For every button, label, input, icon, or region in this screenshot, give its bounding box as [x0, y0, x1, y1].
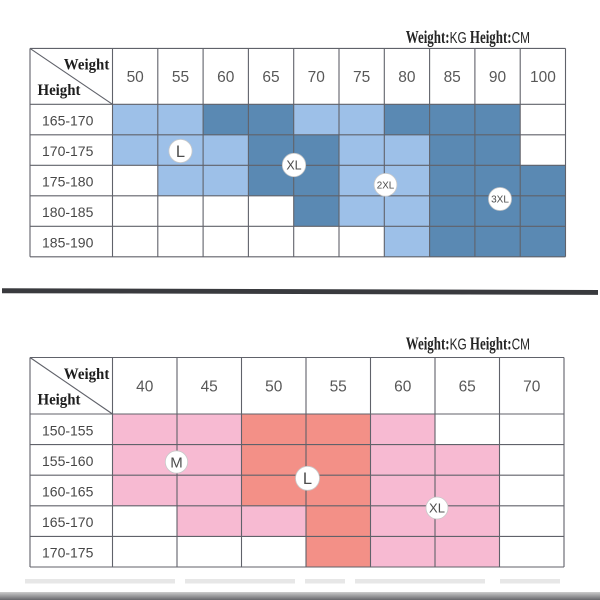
svg-text:60: 60: [394, 378, 412, 395]
svg-text:55: 55: [330, 378, 347, 395]
svg-text:90: 90: [489, 69, 507, 86]
svg-text:L: L: [303, 470, 312, 488]
svg-text:65: 65: [459, 378, 476, 395]
svg-text:50: 50: [127, 69, 145, 86]
svg-text:85: 85: [444, 69, 461, 86]
svg-text:Weight: Weight: [64, 56, 110, 74]
svg-text:65: 65: [262, 69, 279, 86]
svg-text:70: 70: [523, 378, 541, 395]
svg-text:185-190: 185-190: [42, 235, 94, 251]
svg-text:Weight:KG Height:CM: Weight:KG Height:CM: [406, 335, 530, 354]
svg-text:70: 70: [308, 69, 326, 86]
svg-text:160-165: 160-165: [42, 484, 94, 500]
svg-text:45: 45: [201, 378, 218, 395]
svg-text:175-180: 175-180: [42, 174, 94, 190]
svg-text:2XL: 2XL: [377, 180, 395, 191]
svg-text:50: 50: [265, 378, 283, 395]
svg-text:80: 80: [398, 69, 416, 86]
svg-text:170-175: 170-175: [42, 545, 94, 561]
svg-text:75: 75: [353, 69, 370, 86]
svg-text:180-185: 180-185: [42, 204, 94, 220]
svg-text:100: 100: [530, 69, 556, 86]
svg-text:170-175: 170-175: [42, 143, 94, 159]
svg-text:165-170: 165-170: [42, 113, 94, 129]
svg-text:XL: XL: [429, 501, 445, 516]
svg-text:XL: XL: [286, 159, 301, 173]
svg-text:Weight:KG Height:CM: Weight:KG Height:CM: [406, 28, 530, 47]
svg-text:Weight: Weight: [64, 365, 110, 383]
svg-text:40: 40: [136, 378, 154, 395]
svg-text:Height: Height: [38, 391, 82, 409]
svg-text:60: 60: [217, 69, 235, 86]
svg-text:L: L: [176, 143, 185, 161]
svg-text:M: M: [170, 454, 183, 471]
svg-text:3XL: 3XL: [491, 195, 509, 206]
svg-text:55: 55: [172, 69, 189, 86]
svg-text:Height: Height: [38, 81, 82, 99]
svg-text:165-170: 165-170: [42, 514, 94, 530]
svg-text:155-160: 155-160: [42, 453, 94, 469]
svg-text:150-155: 150-155: [42, 422, 94, 438]
